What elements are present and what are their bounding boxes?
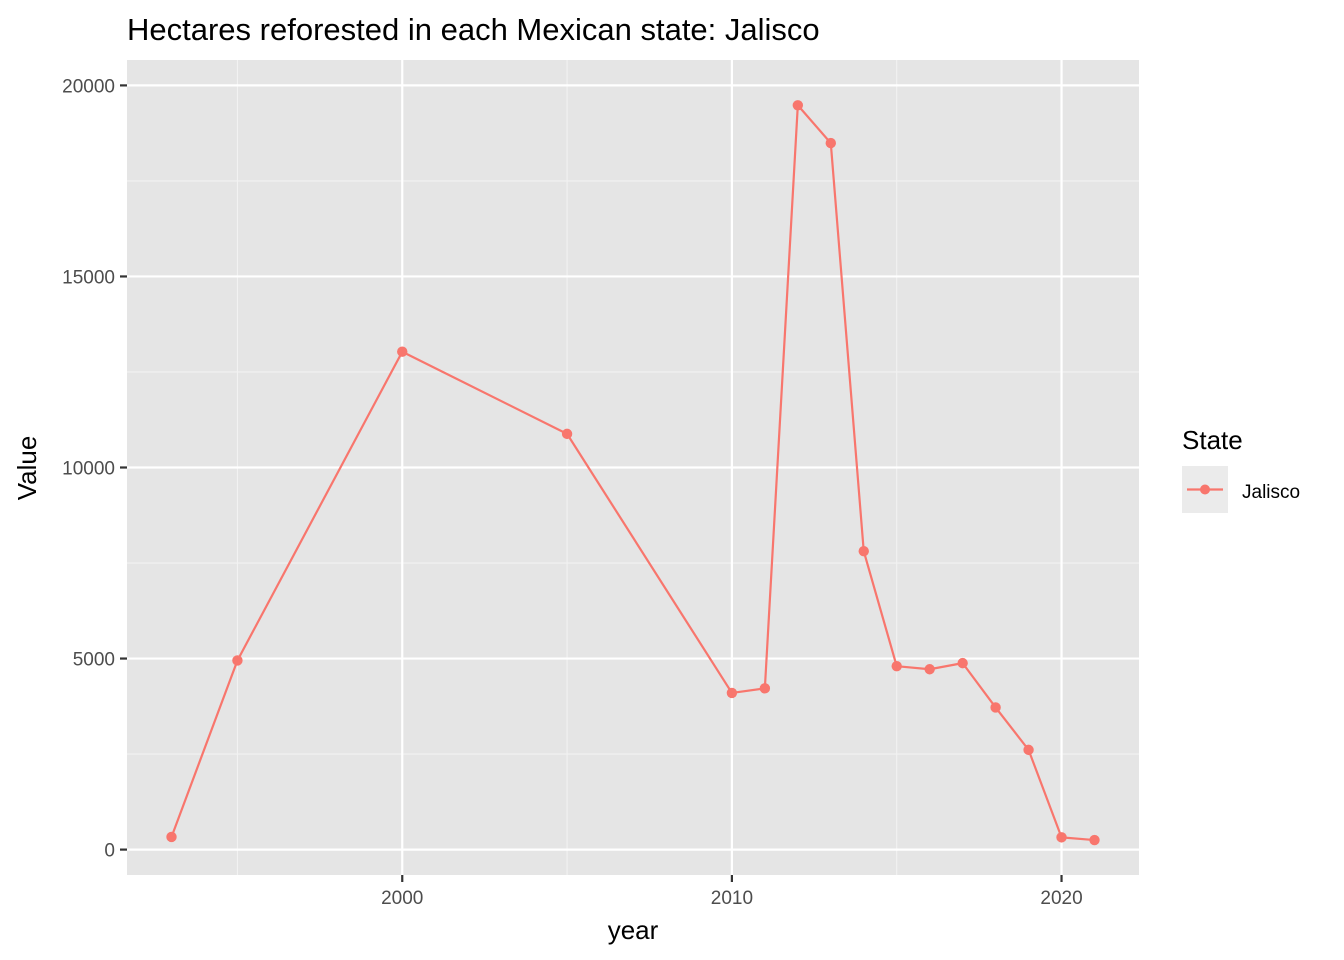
series-line-jalisco xyxy=(170,104,1095,842)
y-axis: 0 5000 10000 15000 20000 xyxy=(62,76,127,862)
y-tick-label: 20000 xyxy=(62,76,115,97)
y-axis-title: Value xyxy=(12,436,42,501)
legend-key-point xyxy=(1200,484,1210,495)
major-gridlines xyxy=(127,60,1139,875)
y-tick-label: 15000 xyxy=(62,267,115,288)
data-point xyxy=(924,664,935,675)
data-point xyxy=(561,428,573,440)
x-axis-title: year xyxy=(608,915,659,945)
data-point xyxy=(1089,834,1100,846)
x-tick-label: 2010 xyxy=(711,888,753,909)
data-point xyxy=(957,657,968,669)
y-tick-label: 5000 xyxy=(73,650,115,671)
data-point xyxy=(166,831,177,843)
legend: State Jalisco xyxy=(1182,425,1300,513)
x-tick-label: 2020 xyxy=(1040,888,1082,909)
data-point xyxy=(1023,744,1034,756)
x-tick-label: 2000 xyxy=(381,888,423,909)
data-point xyxy=(825,137,836,149)
chart-title: Hectares reforested in each Mexican stat… xyxy=(127,12,820,47)
data-point xyxy=(792,100,804,111)
data-point xyxy=(759,683,771,694)
data-point xyxy=(990,702,1001,713)
series-layer xyxy=(166,100,1100,846)
y-tick-label: 10000 xyxy=(62,459,115,480)
data-point xyxy=(891,660,902,672)
data-point xyxy=(858,545,869,557)
data-point xyxy=(726,687,738,699)
data-point xyxy=(1056,832,1067,843)
data-point xyxy=(397,346,408,357)
x-axis: 2000 2010 2020 xyxy=(381,875,1083,909)
legend-label-jalisco: Jalisco xyxy=(1242,482,1300,503)
legend-title: State xyxy=(1182,425,1243,455)
y-tick-label: 0 xyxy=(104,841,115,862)
data-point xyxy=(232,655,243,666)
